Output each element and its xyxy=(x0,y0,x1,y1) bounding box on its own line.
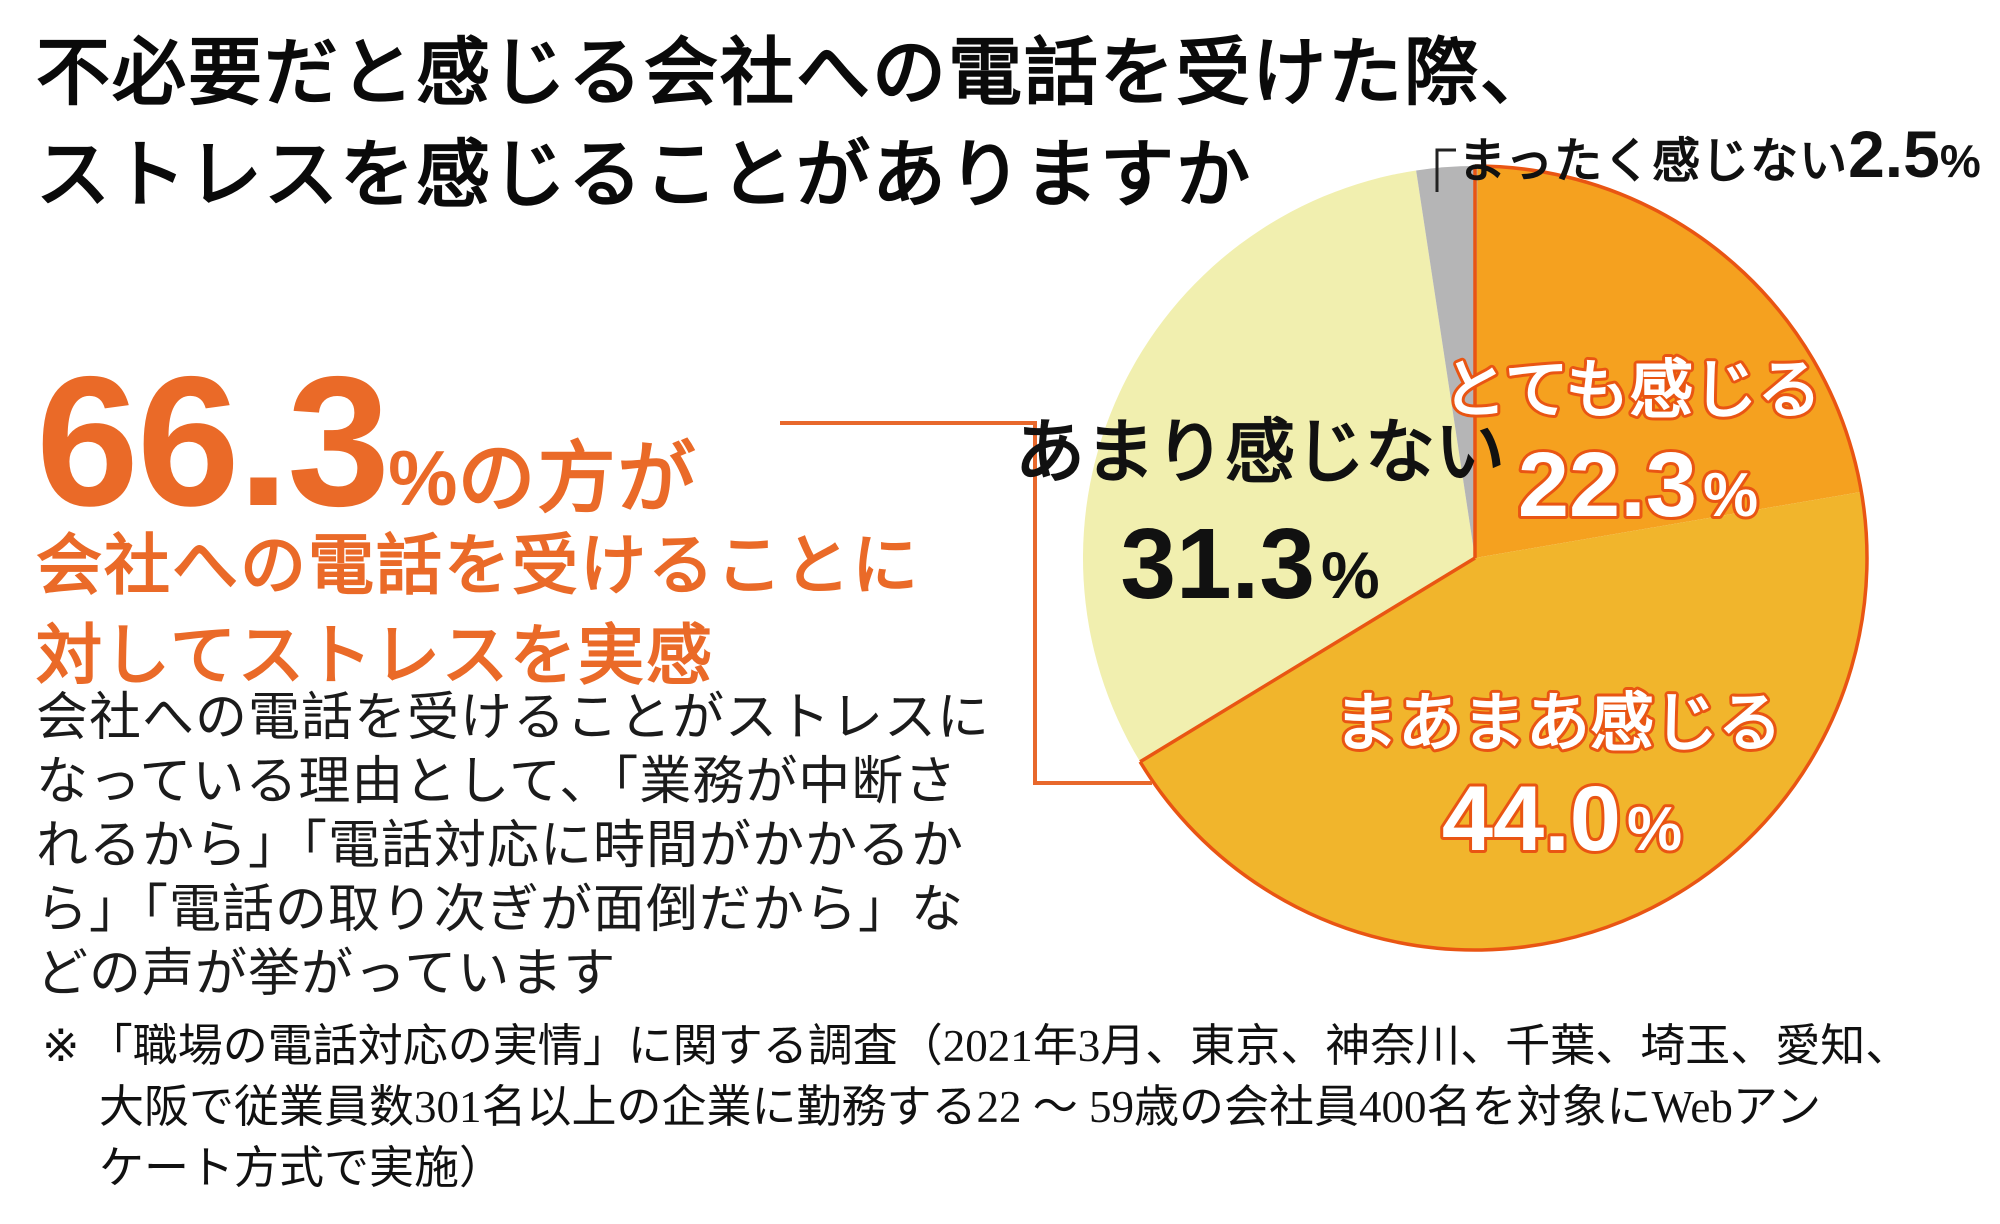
footnote-marker: ※ xyxy=(42,1021,80,1071)
mattaku-label-text: まったく感じない xyxy=(1458,135,1849,188)
pie-labels: とても感じる 22.3% まあまあ感じる 44.0% あまり感じない 31.3% xyxy=(1015,351,1824,873)
body-line: ら」「電話の取り次ぎが面倒だから」な xyxy=(36,881,965,939)
pie-slice-1 xyxy=(1140,491,1867,950)
slice-label-totemo: とても感じる xyxy=(1443,354,1822,426)
pie-slice-3 xyxy=(1416,165,1478,558)
highlight-line2: 会社への電話を受けることに xyxy=(36,528,920,602)
body-line: 会社への電話を受けることがストレスに xyxy=(36,689,991,747)
pie-slices xyxy=(1083,165,1867,950)
body-paragraph: 会社への電話を受けることがストレスに なっている理由として、「業務が中断さ れる… xyxy=(36,686,990,1006)
body-line: なっている理由として、「業務が中断さ xyxy=(36,753,958,811)
highlight-suffix: の方が xyxy=(457,434,698,522)
pie-slice-strokes xyxy=(1138,164,1869,952)
pie-slice-2 xyxy=(1083,170,1475,762)
page-title-line2: ストレスを感じることがありますか xyxy=(36,133,1252,216)
footnote: ※ 「職場の電話対応の実情」に関する調査（2021年3月、東京、神奈川、千葉、埼玉… xyxy=(42,1016,1910,1199)
slice-label-mattaku: まったく感じない2.5% xyxy=(1458,116,1981,192)
footnote-line1-text: 「職場の電話対応の実情」に関する調査（2021年3月、東京、神奈川、千葉、埼玉、… xyxy=(87,1021,1911,1071)
footnote-line3: ケート方式で実施） xyxy=(99,1143,505,1193)
page-title-line1: 不必要だと感じる会社への電話を受けた際、 xyxy=(36,31,1556,114)
body-line: れるから」「電話対応に時間がかかるか xyxy=(36,817,965,875)
slice-value-maamaa: 44.0% xyxy=(1442,768,1682,870)
footnote-line2: 大阪で従業員数301名以上の企業に勤務する22 ～ 59歳の会社員400名を対象… xyxy=(99,1082,1822,1132)
mattaku-unit: % xyxy=(1939,135,1981,187)
callout-line-highlight xyxy=(780,421,1152,785)
pie-slice-0 xyxy=(1475,166,1862,558)
slice-label-amari: あまり感じない xyxy=(1015,413,1505,491)
body-line: どの声が挙がっています xyxy=(36,945,617,1003)
highlight-value: 66.3 xyxy=(36,339,390,545)
page-title: 不必要だと感じる会社への電話を受けた際、 ストレスを感じることがありますか xyxy=(36,22,1556,226)
highlight-statistic: 66.3%の方が xyxy=(36,350,697,535)
highlight-unit: % xyxy=(388,434,458,522)
highlight-line3: 対してストレスを実感 xyxy=(36,618,715,692)
slice-value-amari: 31.3% xyxy=(1120,508,1379,620)
pie-outline xyxy=(1138,164,1869,952)
callout-line-mattaku xyxy=(1435,148,1456,192)
pie-outline xyxy=(1139,556,1476,764)
slice-value-totemo: 22.3% xyxy=(1518,434,1758,536)
footnote-line1: ※ 「職場の電話対応の実情」に関する調査（2021年3月、東京、神奈川、千葉、埼玉… xyxy=(42,1016,1910,1077)
mattaku-value: 2.5 xyxy=(1848,117,1940,191)
slice-label-maamaa: まあまあ感じる xyxy=(1334,687,1782,759)
